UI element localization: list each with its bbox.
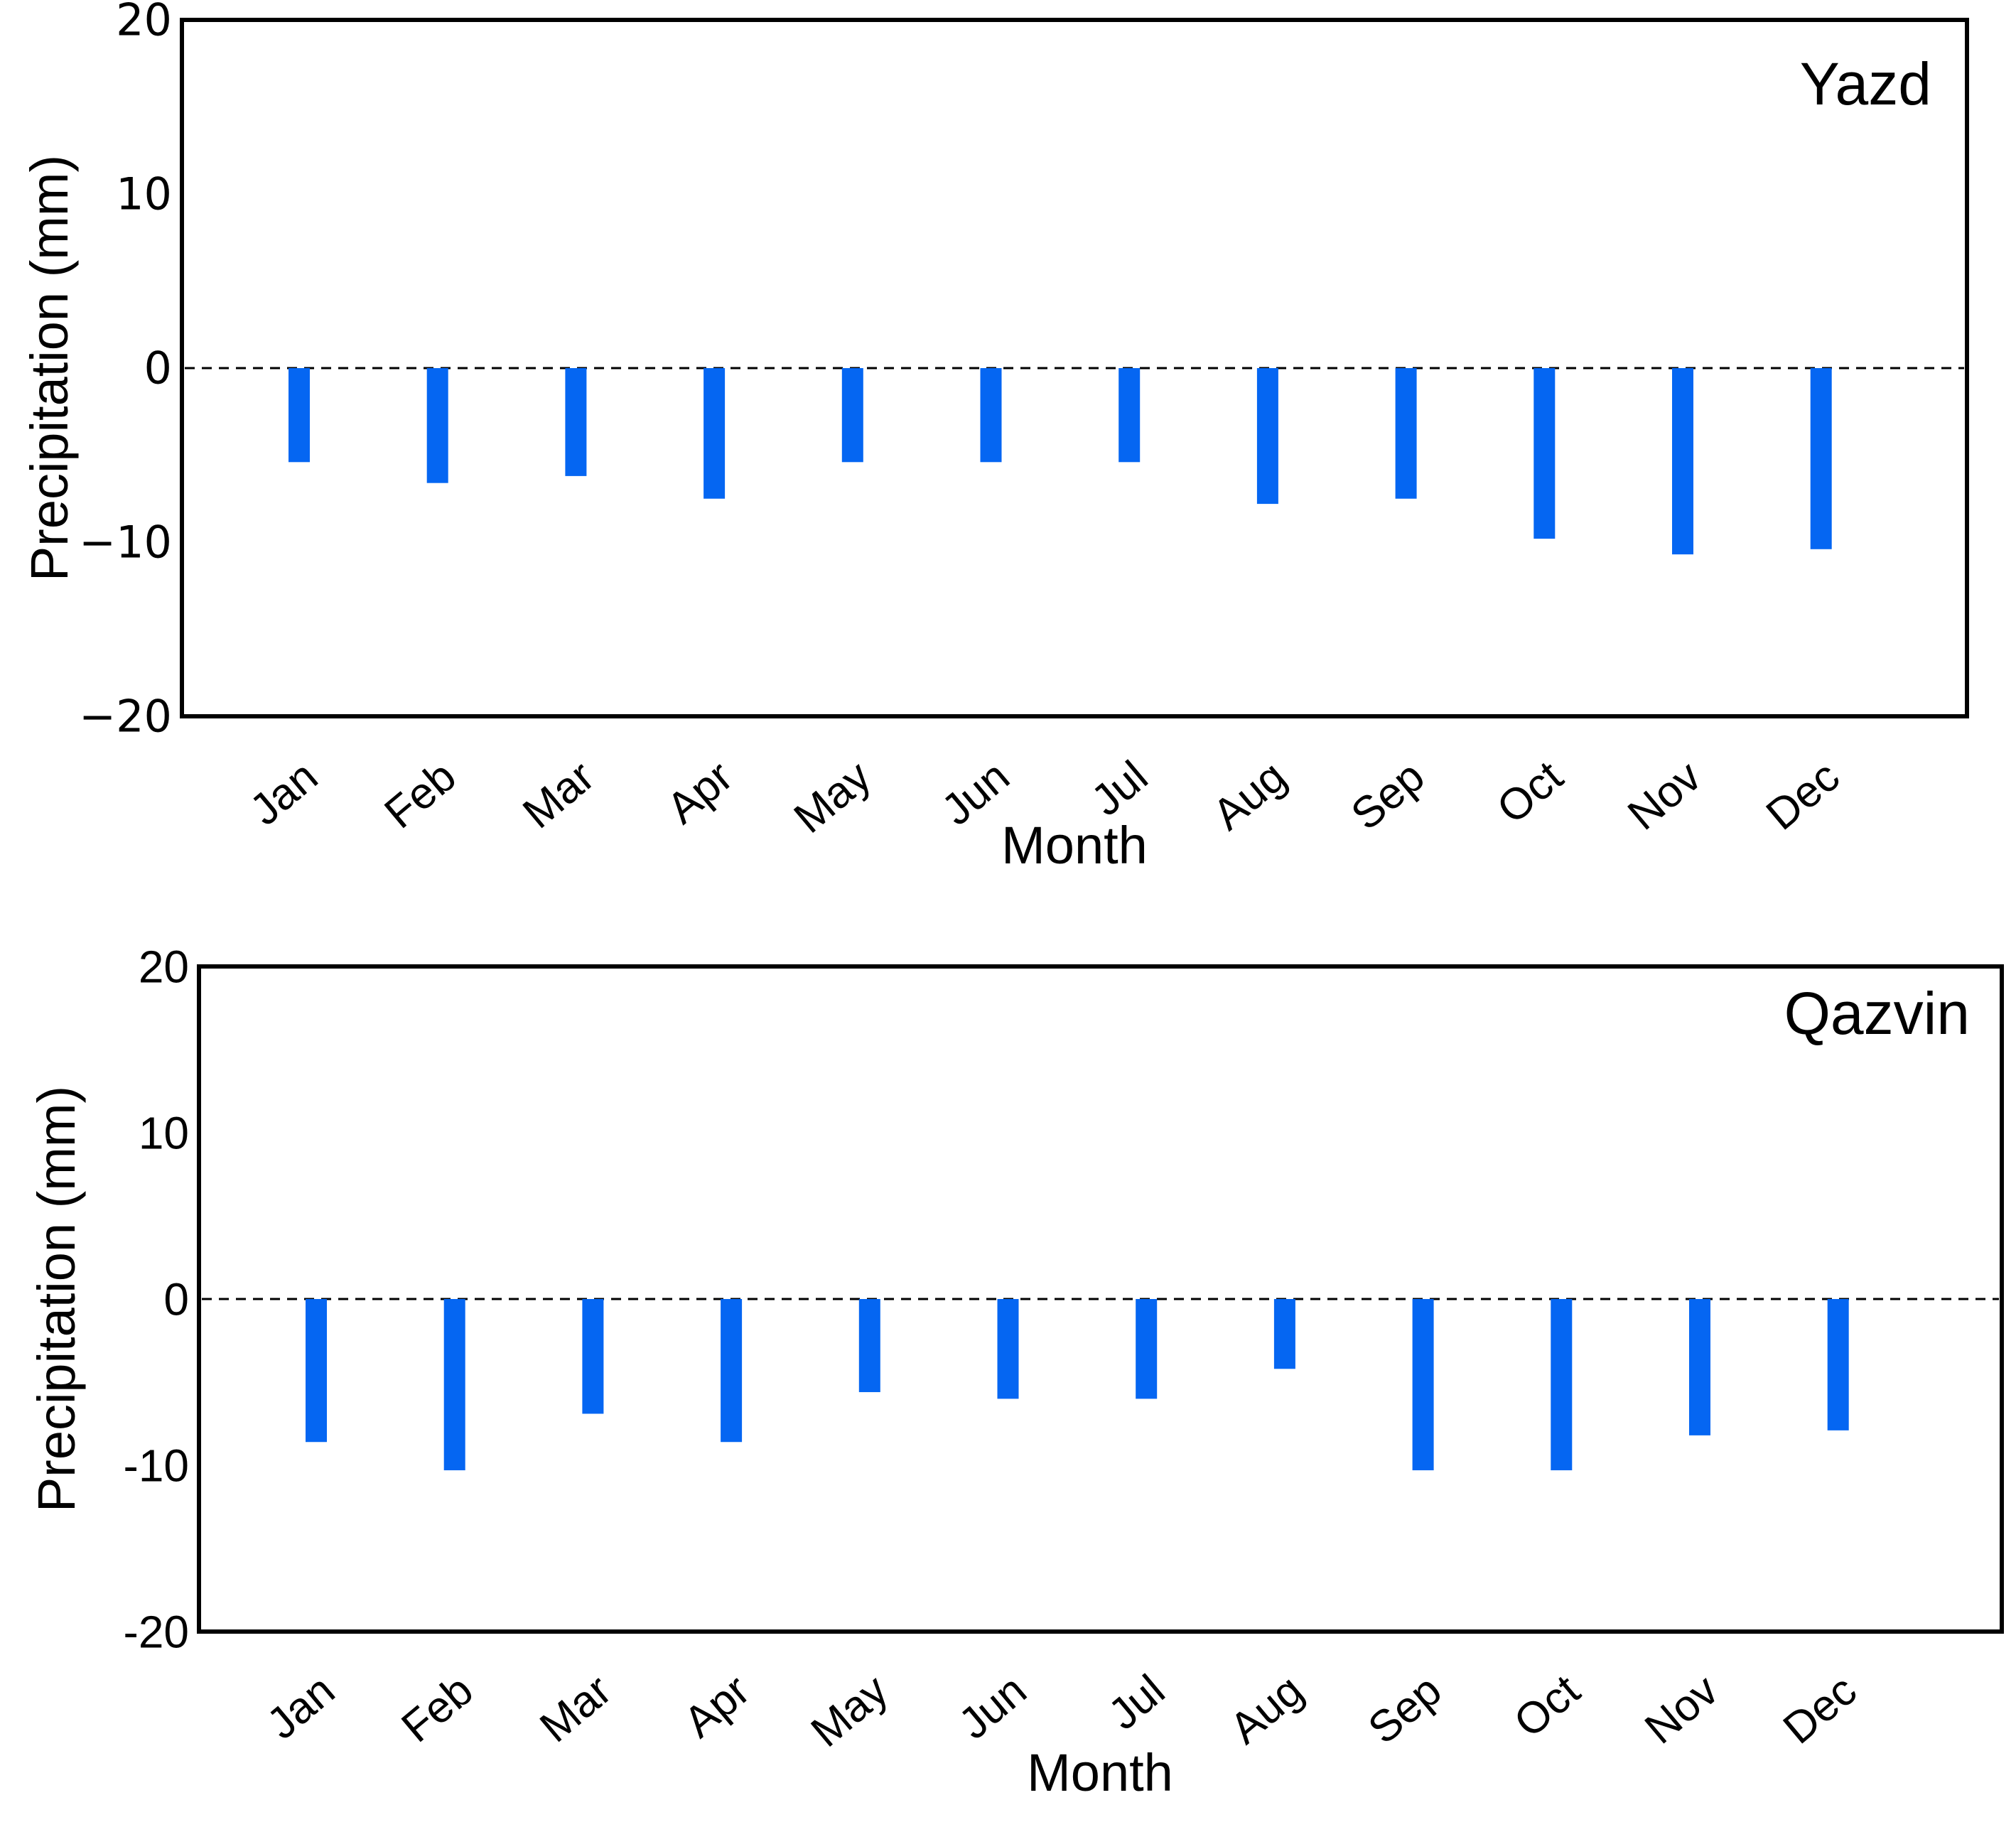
x-tick-label-may: May xyxy=(802,1666,898,1757)
x-tick-label-sep: Sep xyxy=(1359,1666,1451,1754)
x-tick-label-mar: Mar xyxy=(531,1666,620,1752)
bar-jan xyxy=(289,368,310,463)
chart-title: Qazvin xyxy=(1784,980,1970,1047)
x-axis-label: Month xyxy=(1001,816,1148,875)
x-tick-label-feb: Feb xyxy=(375,752,465,839)
x-tick-label-mar: Mar xyxy=(514,752,603,838)
bar-oct xyxy=(1533,368,1556,539)
bar-jun xyxy=(980,368,1002,463)
x-tick-label-sep: Sep xyxy=(1342,752,1434,840)
bar-sep xyxy=(1412,1299,1434,1471)
bar-jun xyxy=(997,1299,1019,1399)
bar-mar xyxy=(582,1299,604,1414)
x-tick-label-nov: Nov xyxy=(1619,752,1710,840)
chart-qazvin: 20 10 0 -10 -20 Jan Feb Mar Apr May Jun Jul Aug Sep Oc… xyxy=(27,941,2004,1802)
bar-nov xyxy=(1689,1299,1710,1435)
bar-jul xyxy=(1118,368,1141,463)
x-tick-label-dec: Dec xyxy=(1757,752,1849,840)
y-axis-label: Precipitation (mm) xyxy=(27,1086,86,1512)
x-tick-label-aug: Aug xyxy=(1204,752,1295,840)
plot-border xyxy=(197,964,2004,1634)
bar-feb xyxy=(443,1299,465,1471)
x-tick-label-oct: Oct xyxy=(1488,752,1572,834)
y-tick-label: -10 xyxy=(124,1440,190,1491)
bar-oct xyxy=(1551,1299,1573,1471)
y-tick-label: −20 xyxy=(79,691,172,743)
bar-nov xyxy=(1672,368,1693,555)
x-tick-label-oct: Oct xyxy=(1505,1666,1589,1747)
x-tick-label-may: May xyxy=(785,752,880,843)
y-tick-label: 0 xyxy=(144,343,172,394)
bar-dec xyxy=(1827,1299,1849,1430)
y-tick-label: −10 xyxy=(79,517,172,568)
y-axis-label: Precipitation (mm) xyxy=(20,155,79,581)
bar-apr xyxy=(721,1299,743,1443)
plot-border xyxy=(180,18,1969,718)
bar-aug xyxy=(1273,1299,1295,1369)
x-tick-label-dec: Dec xyxy=(1774,1666,1866,1754)
bar-aug xyxy=(1256,368,1278,505)
bar-may xyxy=(841,368,863,463)
y-tick-label: 10 xyxy=(116,168,172,220)
x-tick-label-jun: Jun xyxy=(950,1666,1036,1749)
chart-title: Yazd xyxy=(1800,50,1931,117)
y-tick-label: 20 xyxy=(139,941,189,992)
x-tick-label-jan: Jan xyxy=(258,1666,344,1749)
bar-dec xyxy=(1810,368,1832,549)
bar-jan xyxy=(306,1299,327,1443)
x-tick-label-jul: Jul xyxy=(1099,1666,1174,1740)
x-tick-label-aug: Aug xyxy=(1221,1666,1312,1754)
x-axis-label: Month xyxy=(1027,1743,1173,1802)
x-tick-label-apr: Apr xyxy=(675,1666,759,1747)
bar-mar xyxy=(565,368,587,476)
y-tick-label: 0 xyxy=(163,1273,189,1325)
x-tick-label-nov: Nov xyxy=(1636,1666,1727,1754)
bar-sep xyxy=(1395,368,1417,499)
y-tick-label: -20 xyxy=(124,1606,190,1657)
x-tick-label-feb: Feb xyxy=(392,1666,482,1752)
bar-feb xyxy=(426,368,448,483)
bar-apr xyxy=(704,368,726,499)
y-tick-label: 10 xyxy=(139,1107,189,1158)
bar-jul xyxy=(1136,1299,1158,1399)
x-tick-label-jan: Jan xyxy=(241,752,327,835)
y-tick-label: 20 xyxy=(116,0,172,46)
bar-may xyxy=(858,1299,880,1393)
x-tick-label-jul: Jul xyxy=(1082,752,1157,826)
x-tick-label-apr: Apr xyxy=(658,752,742,834)
